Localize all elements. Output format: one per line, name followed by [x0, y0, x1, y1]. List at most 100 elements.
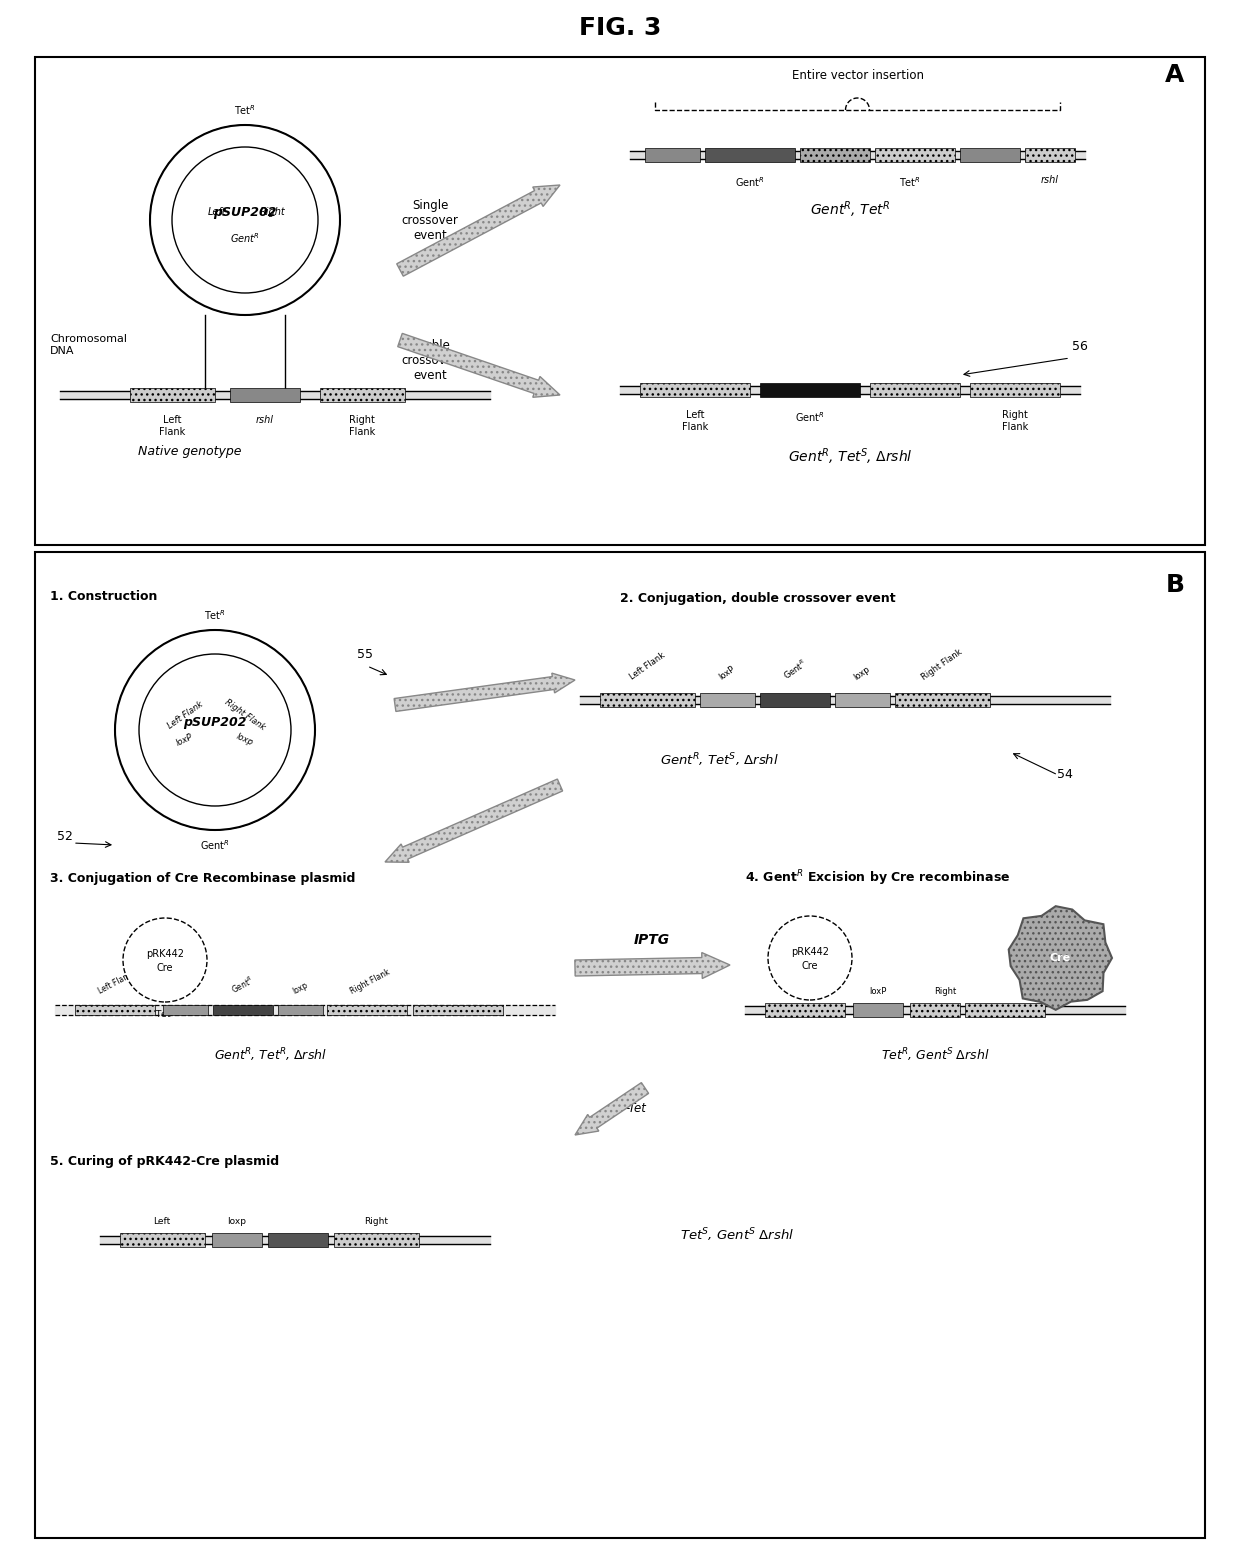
Text: Gent$^R$: Gent$^R$: [231, 231, 260, 245]
Circle shape: [768, 916, 852, 1000]
Text: Gent$^R$: Gent$^R$: [229, 974, 257, 996]
Polygon shape: [1008, 907, 1112, 1010]
Text: Gent$^R$: Gent$^R$: [795, 410, 825, 424]
Text: Entire vector insertion: Entire vector insertion: [791, 69, 924, 81]
Text: Tet$^R$: Tet$^R$: [800, 1006, 821, 1019]
Bar: [760, 383, 861, 397]
Text: Gent$^R$, Tet$^R$, $\Delta$rshl: Gent$^R$, Tet$^R$, $\Delta$rshl: [213, 1045, 326, 1064]
Text: loxp: loxp: [227, 1217, 247, 1226]
Circle shape: [123, 918, 207, 1002]
Bar: [910, 1003, 960, 1017]
Text: Tet$^R$, Gent$^S$ $\Delta$rshl: Tet$^R$, Gent$^S$ $\Delta$rshl: [880, 1045, 990, 1064]
Text: Tet$^R$: Tet$^R$: [234, 103, 255, 117]
Bar: [413, 1005, 503, 1014]
Polygon shape: [151, 636, 191, 671]
Text: 52: 52: [57, 830, 73, 843]
Bar: [162, 1005, 208, 1014]
Polygon shape: [243, 788, 279, 823]
Bar: [212, 1232, 262, 1246]
Polygon shape: [398, 333, 560, 397]
Bar: [895, 693, 990, 707]
Bar: [800, 148, 870, 162]
Text: pSUP202: pSUP202: [184, 715, 247, 729]
Text: 54: 54: [1056, 768, 1073, 781]
Bar: [645, 148, 701, 162]
Polygon shape: [575, 952, 730, 978]
Polygon shape: [184, 629, 246, 657]
Text: 1. Construction: 1. Construction: [50, 590, 157, 603]
Polygon shape: [575, 1083, 649, 1134]
Polygon shape: [397, 185, 560, 276]
Bar: [701, 693, 755, 707]
Text: Right: Right: [365, 1217, 388, 1226]
Polygon shape: [155, 139, 206, 198]
Text: Left Flank: Left Flank: [166, 700, 205, 731]
Text: Gent$^R$: Gent$^R$: [200, 838, 229, 852]
Bar: [965, 1003, 1045, 1017]
Bar: [853, 1003, 903, 1017]
Text: 56: 56: [1073, 340, 1087, 354]
Bar: [875, 148, 955, 162]
Text: loxp: loxp: [236, 732, 255, 748]
Text: 55: 55: [357, 648, 373, 661]
Text: 3. Conjugation of Cre Recombinase plasmid: 3. Conjugation of Cre Recombinase plasmi…: [50, 872, 356, 885]
Text: B: B: [1166, 573, 1184, 597]
Polygon shape: [238, 636, 273, 668]
Text: Left
Flank: Left Flank: [682, 410, 708, 432]
Bar: [1025, 148, 1075, 162]
Text: Right Flank: Right Flank: [223, 698, 267, 732]
Text: Gent$^R$, Tet$^R$: Gent$^R$, Tet$^R$: [810, 199, 890, 220]
Bar: [870, 383, 960, 397]
Text: Right: Right: [260, 207, 286, 217]
Text: Gent$^R$, Tet$^S$, $\Delta$rshl: Gent$^R$, Tet$^S$, $\Delta$rshl: [787, 447, 913, 467]
Text: Left Flank: Left Flank: [97, 971, 134, 996]
Polygon shape: [216, 125, 274, 151]
Text: IPTG: IPTG: [634, 933, 670, 947]
Polygon shape: [394, 673, 575, 712]
Polygon shape: [259, 648, 310, 706]
Text: loxP: loxP: [176, 980, 195, 996]
Text: Gent$^R$, Tet$^S$, $\Delta$rshl: Gent$^R$, Tet$^S$, $\Delta$rshl: [661, 751, 780, 768]
Bar: [120, 1232, 205, 1246]
Polygon shape: [177, 801, 253, 830]
Bar: [640, 383, 750, 397]
Text: Left: Left: [154, 1217, 171, 1226]
Circle shape: [139, 654, 291, 805]
Text: loxP: loxP: [869, 988, 887, 996]
Polygon shape: [284, 139, 335, 198]
Bar: [600, 693, 694, 707]
Bar: [835, 693, 890, 707]
Text: Double
crossover
event: Double crossover event: [402, 338, 459, 382]
Text: Left Flank: Left Flank: [627, 651, 666, 682]
Bar: [320, 388, 405, 402]
Polygon shape: [150, 190, 176, 220]
Polygon shape: [195, 129, 222, 157]
Polygon shape: [118, 653, 166, 714]
Bar: [35, 552, 1205, 1538]
Bar: [74, 1005, 155, 1014]
Text: Chromosomal
DNA: Chromosomal DNA: [50, 335, 126, 355]
Text: Right
Flank: Right Flank: [1002, 410, 1028, 432]
Bar: [213, 1005, 273, 1014]
Text: 2. Conjugation, double crossover event: 2. Conjugation, double crossover event: [620, 592, 895, 605]
Text: 4. Gent$^R$ Excision by Cre recombinase: 4. Gent$^R$ Excision by Cre recombinase: [745, 868, 1011, 888]
Bar: [706, 148, 795, 162]
Text: FIG. 3: FIG. 3: [579, 16, 661, 41]
Bar: [960, 148, 1021, 162]
Text: Right Flank: Right Flank: [348, 968, 392, 996]
Text: rshl: rshl: [255, 414, 274, 425]
Bar: [278, 1005, 322, 1014]
Text: Right: Right: [934, 988, 956, 996]
Polygon shape: [115, 709, 140, 748]
Bar: [760, 693, 830, 707]
Text: 5. Curing of pRK442-Cre plasmid: 5. Curing of pRK442-Cre plasmid: [50, 1154, 279, 1168]
Text: loxp: loxp: [291, 980, 309, 996]
Text: Tet$^S$, Gent$^S$ $\Delta$rshl: Tet$^S$, Gent$^S$ $\Delta$rshl: [680, 1226, 795, 1243]
Bar: [334, 1232, 419, 1246]
Bar: [130, 388, 215, 402]
Bar: [268, 1232, 329, 1246]
Circle shape: [150, 125, 340, 315]
Text: loxP: loxP: [175, 732, 195, 748]
Polygon shape: [268, 129, 295, 157]
Text: Tet$^R$: Tet$^R$: [155, 1008, 175, 1020]
